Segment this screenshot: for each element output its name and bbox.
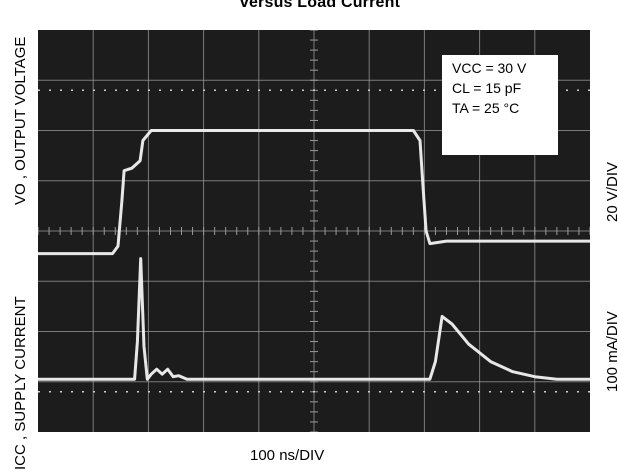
y-axis-label-voltage: VO , OUTPUT VOLTAGE xyxy=(12,36,29,205)
legend-vcc: VCC = 30 V xyxy=(452,60,527,76)
x-axis-label: 100 ns/DIV xyxy=(250,447,325,464)
series-line-output-voltage xyxy=(38,129,590,256)
series-line-supply-current xyxy=(38,257,590,381)
y-axis-label-current: ICC , SUPPLY CURRENT xyxy=(12,296,29,470)
right-scale-current: 100 mA/DIV xyxy=(604,311,618,392)
chart-title: versus Load Current xyxy=(239,0,401,11)
scope-traces xyxy=(38,129,590,381)
legend-cl: CL = 15 pF xyxy=(452,80,522,96)
right-scale-voltage: 20 V/DIV xyxy=(604,161,618,222)
conditions-legend: VCC = 30 V CL = 15 pF TA = 25 °C xyxy=(442,55,558,155)
legend-ta: TA = 25 °C xyxy=(452,100,520,116)
